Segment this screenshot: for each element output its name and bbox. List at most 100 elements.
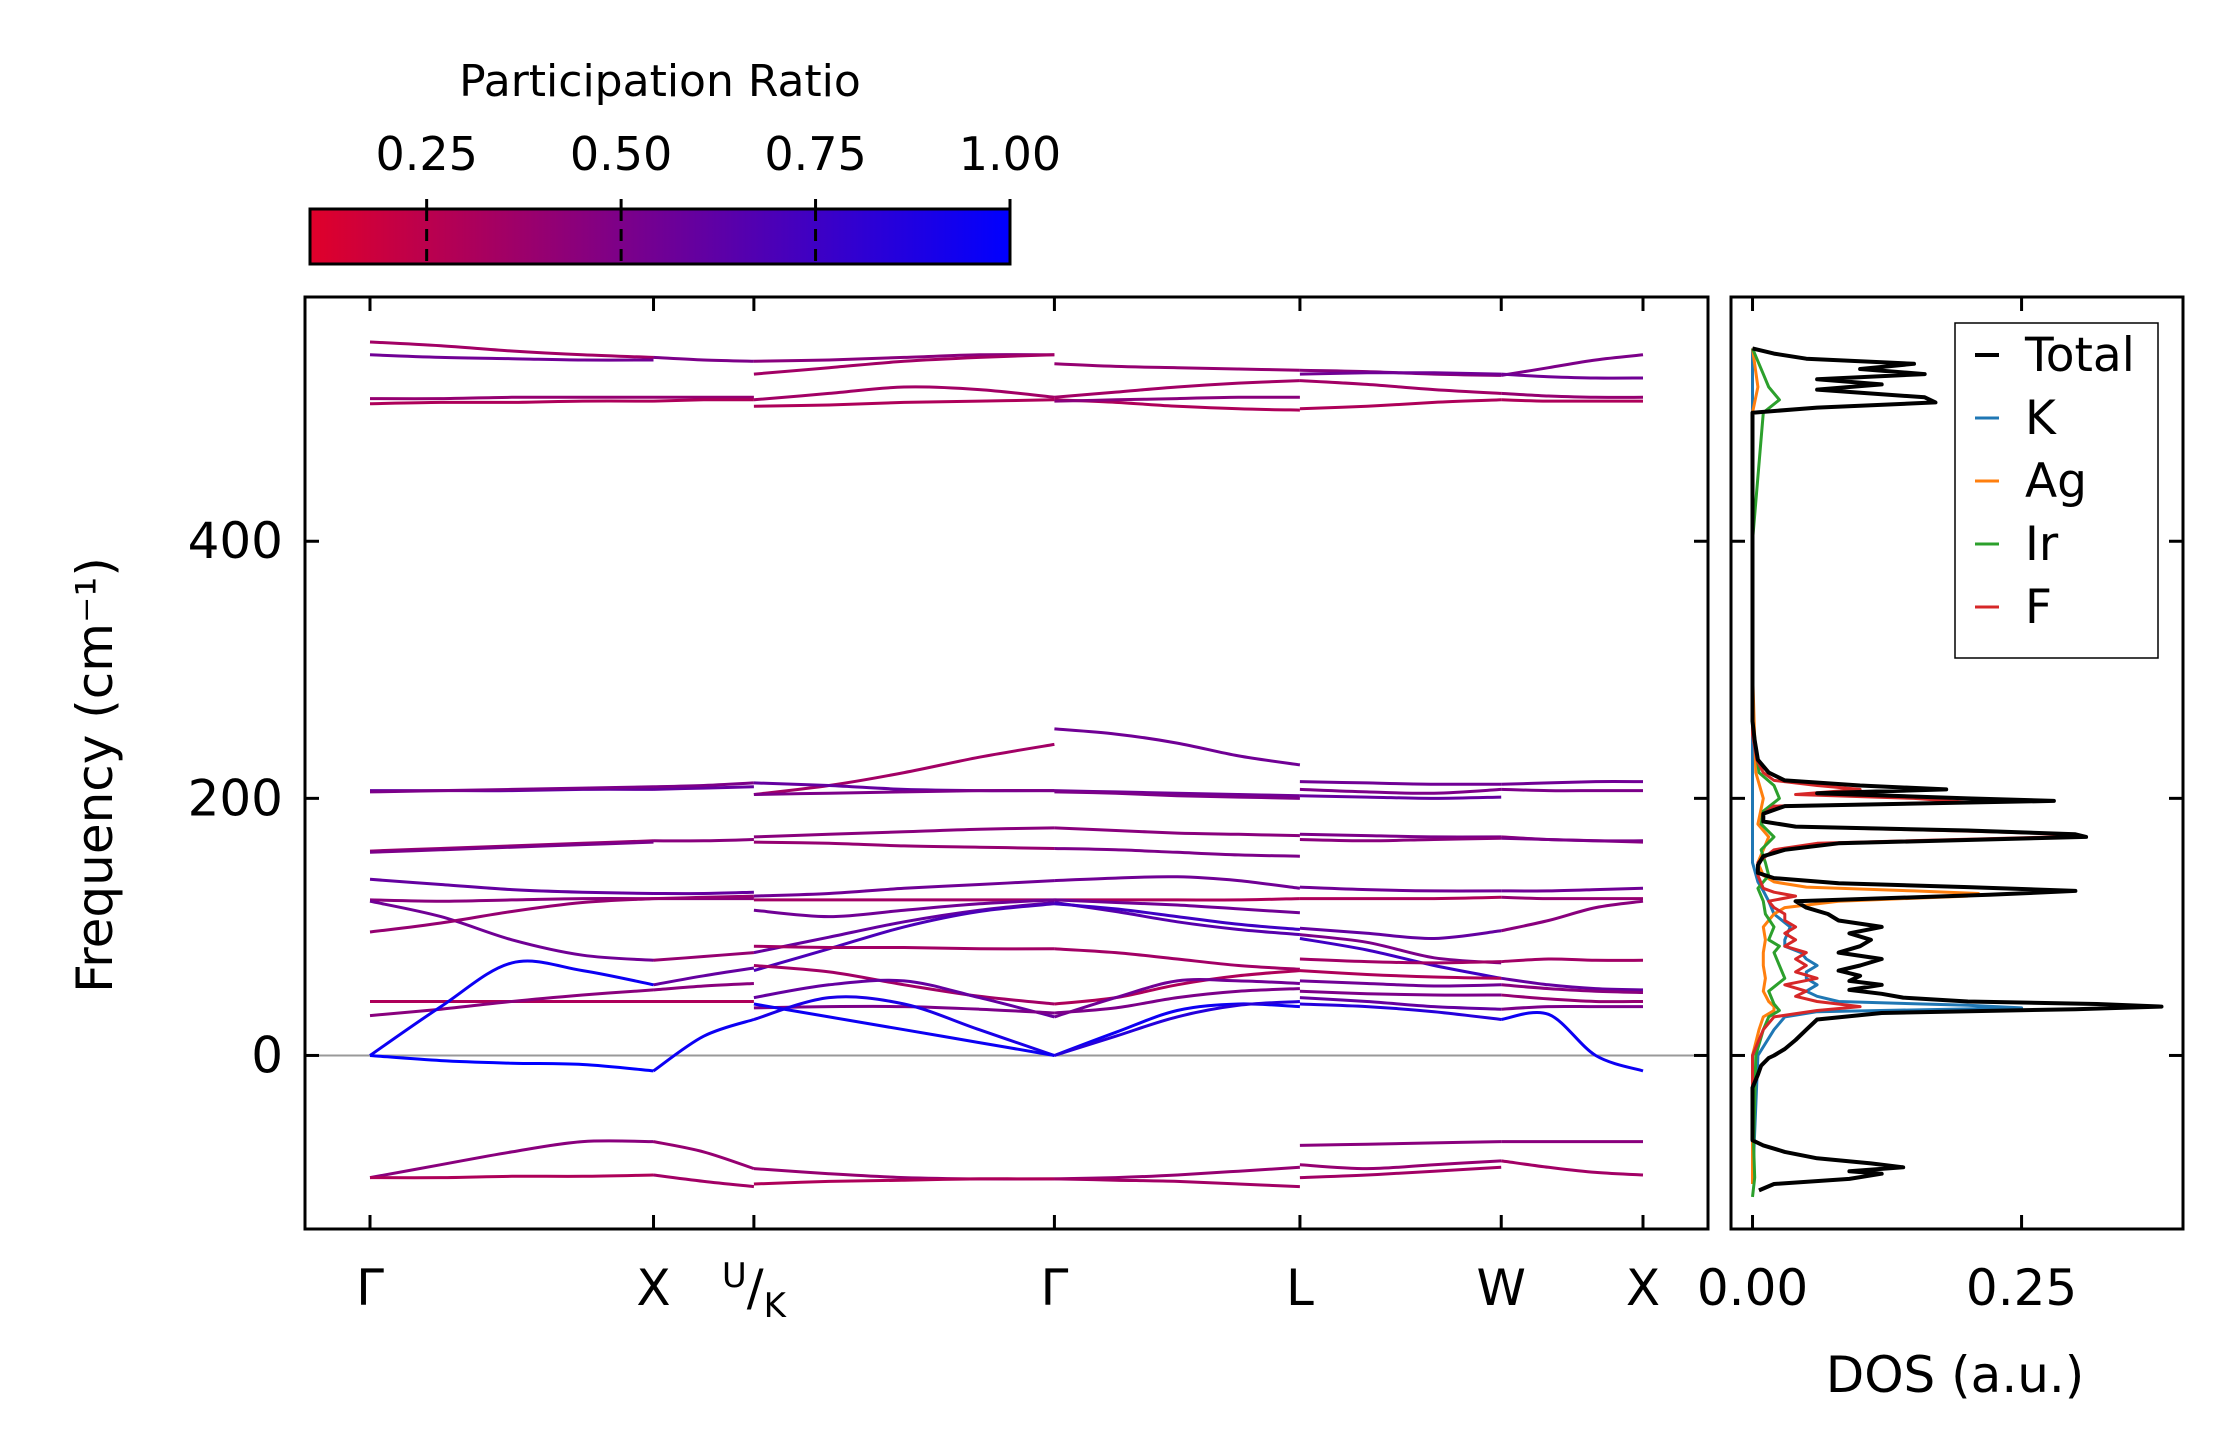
dos-x-tick-label: 0.00: [1697, 1259, 1808, 1317]
phonon-band-line: [1054, 947, 1300, 971]
dos-plot-frame: [1729, 295, 2185, 1231]
phonon-band-line: [1501, 1004, 1644, 1011]
phonon-band-line: [1054, 727, 1301, 767]
phonon-band-line: [1053, 978, 1300, 1019]
phonon-band-line: [1299, 787, 1502, 795]
phonon-band-line: [1054, 395, 1300, 403]
legend-label: F: [2025, 580, 2052, 635]
phonon-band-line: [1500, 899, 1644, 933]
phonon-band-line: [369, 959, 654, 1057]
phonon-band-line: [753, 898, 1055, 919]
dos-series-k: [1751, 348, 2024, 1185]
phonon-band-line: [1054, 1165, 1300, 1181]
phonon-band-line: [1299, 969, 1502, 980]
phonon-band-line: [753, 902, 1055, 973]
phonon-band-line: [369, 988, 654, 1018]
colorbar-gradient: [308, 207, 1012, 266]
phonon-band-line: [1501, 372, 1644, 380]
colorbar-tick-label: 0.25: [375, 127, 477, 181]
phonon-band-line: [653, 785, 754, 791]
phonon-band-line: [1299, 836, 1502, 843]
phonon-band-line: [653, 838, 754, 843]
dos-x-ticks: 0.00 0.25: [1697, 297, 2077, 1317]
phonon-band-line: [1501, 895, 1643, 901]
band-y-tick-label: 400: [188, 512, 283, 570]
phonon-band-line: [1299, 996, 1502, 1011]
phonon-band-line: [652, 1018, 755, 1073]
phonon-band-line: [369, 395, 654, 401]
phonon-band-line: [1299, 937, 1502, 980]
colorbar: Participation Ratio 0.25 0.50 0.75 1.00: [308, 56, 1061, 266]
kpoint-label: W: [1477, 1259, 1526, 1317]
kpoint-label-composite: U/K: [722, 1256, 788, 1326]
legend-label: Ag: [2025, 454, 2087, 509]
colorbar-tick-label: 0.75: [764, 127, 866, 181]
phonon-band-line: [1054, 826, 1300, 838]
phonon-band-line: [369, 897, 654, 934]
phonon-band-line: [753, 353, 1055, 363]
phonon-band-line: [653, 890, 754, 896]
phonon-band-line: [753, 840, 1055, 850]
phonon-band-line: [369, 399, 654, 406]
phonon-band-line: [1501, 1159, 1644, 1177]
kpoint-label: Γ: [1040, 1259, 1068, 1317]
phonon-band-line: [653, 1173, 755, 1189]
dos-lines: [1750, 346, 2164, 1198]
colorbar-tick-label: 1.00: [959, 127, 1061, 181]
legend-label: Ir: [2025, 517, 2059, 572]
band-lines: [369, 340, 1644, 1189]
phonon-band-line: [753, 353, 1055, 376]
phonon-band-line: [1299, 895, 1502, 901]
phonon-band-line: [1501, 391, 1644, 399]
phonon-band-line: [653, 1140, 755, 1171]
phonon-band-line: [369, 899, 654, 962]
phonon-band-line: [753, 789, 1055, 796]
phonon-band-line: [1299, 926, 1502, 941]
phonon-band-line: [1054, 362, 1300, 372]
phonon-band-line: [653, 894, 754, 901]
phonon-band-line: [1299, 794, 1502, 800]
phonon-band-line: [1501, 398, 1643, 403]
phonon-band-line: [1054, 898, 1301, 915]
phonon-band-line: [1054, 790, 1300, 800]
phonon-band-line: [1054, 847, 1300, 858]
phonon-band-line: [1299, 885, 1502, 893]
phonon-band-line: [653, 355, 754, 363]
phonon-band-line: [653, 398, 754, 403]
phonon-band-line: [1054, 902, 1301, 931]
phonon-band-line: [1501, 957, 1644, 964]
phonon-band-line: [753, 1004, 1055, 1015]
phonon-band-line: [753, 742, 1055, 796]
phonon-band-line: [1299, 1165, 1502, 1180]
phonon-band-line: [1054, 987, 1300, 1015]
dos-x-tick-label: 0.25: [1966, 1259, 2077, 1317]
phonon-band-line: [1299, 379, 1502, 395]
phonon-band-line: [653, 966, 755, 987]
phonon-band-line: [1054, 379, 1300, 399]
phonon-band-line: [1299, 832, 1502, 839]
phonon-band-line: [369, 1139, 654, 1180]
phonon-band-line: [1500, 976, 1644, 992]
phonon-band-line: [753, 1002, 1055, 1057]
phonon-band-line: [1299, 1159, 1502, 1171]
kpoint-label: X: [636, 1259, 670, 1317]
phonon-band-line: [753, 398, 1055, 408]
phonon-band-line: [369, 340, 654, 359]
phonon-band-line: [1299, 979, 1502, 988]
phonon-band-line: [1501, 780, 1644, 786]
kpoint-label: L: [1286, 1259, 1314, 1317]
phonon-band-line: [369, 1173, 654, 1180]
phonon-band-line: [753, 826, 1055, 839]
phonon-band-line: [1500, 353, 1644, 377]
phonon-band-line: [369, 1054, 654, 1073]
phonon-band-line: [753, 1177, 1055, 1186]
colorbar-tick-label: 0.50: [570, 127, 672, 181]
phonon-band-line: [369, 353, 654, 362]
phonon-band-line: [369, 877, 654, 895]
kpoint-label-sup: U: [722, 1256, 747, 1296]
colorbar-ticks: 0.25 0.50 0.75 1.00: [375, 127, 1061, 264]
phonon-band-line: [369, 785, 654, 794]
dos-legend: Total K Ag Ir F: [1954, 322, 2159, 659]
dos-panel: 0.00 0.25 DOS (a.u.) Total K Ag Ir F: [1697, 295, 2185, 1404]
